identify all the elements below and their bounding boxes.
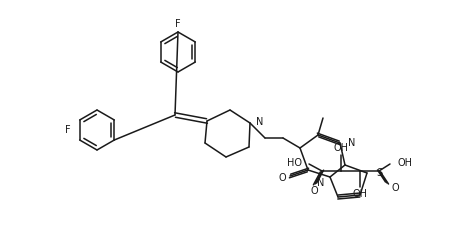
Text: OH: OH bbox=[397, 158, 412, 168]
Text: N: N bbox=[347, 138, 354, 148]
Text: F: F bbox=[175, 19, 181, 29]
Text: S: S bbox=[375, 168, 381, 178]
Text: N: N bbox=[316, 178, 324, 188]
Text: F: F bbox=[65, 125, 71, 135]
Text: O: O bbox=[309, 186, 317, 196]
Text: O: O bbox=[278, 173, 285, 183]
Text: OH: OH bbox=[352, 189, 367, 199]
Text: HO: HO bbox=[286, 158, 301, 168]
Text: N: N bbox=[255, 117, 263, 127]
Text: OH: OH bbox=[333, 143, 348, 153]
Text: O: O bbox=[391, 183, 399, 193]
